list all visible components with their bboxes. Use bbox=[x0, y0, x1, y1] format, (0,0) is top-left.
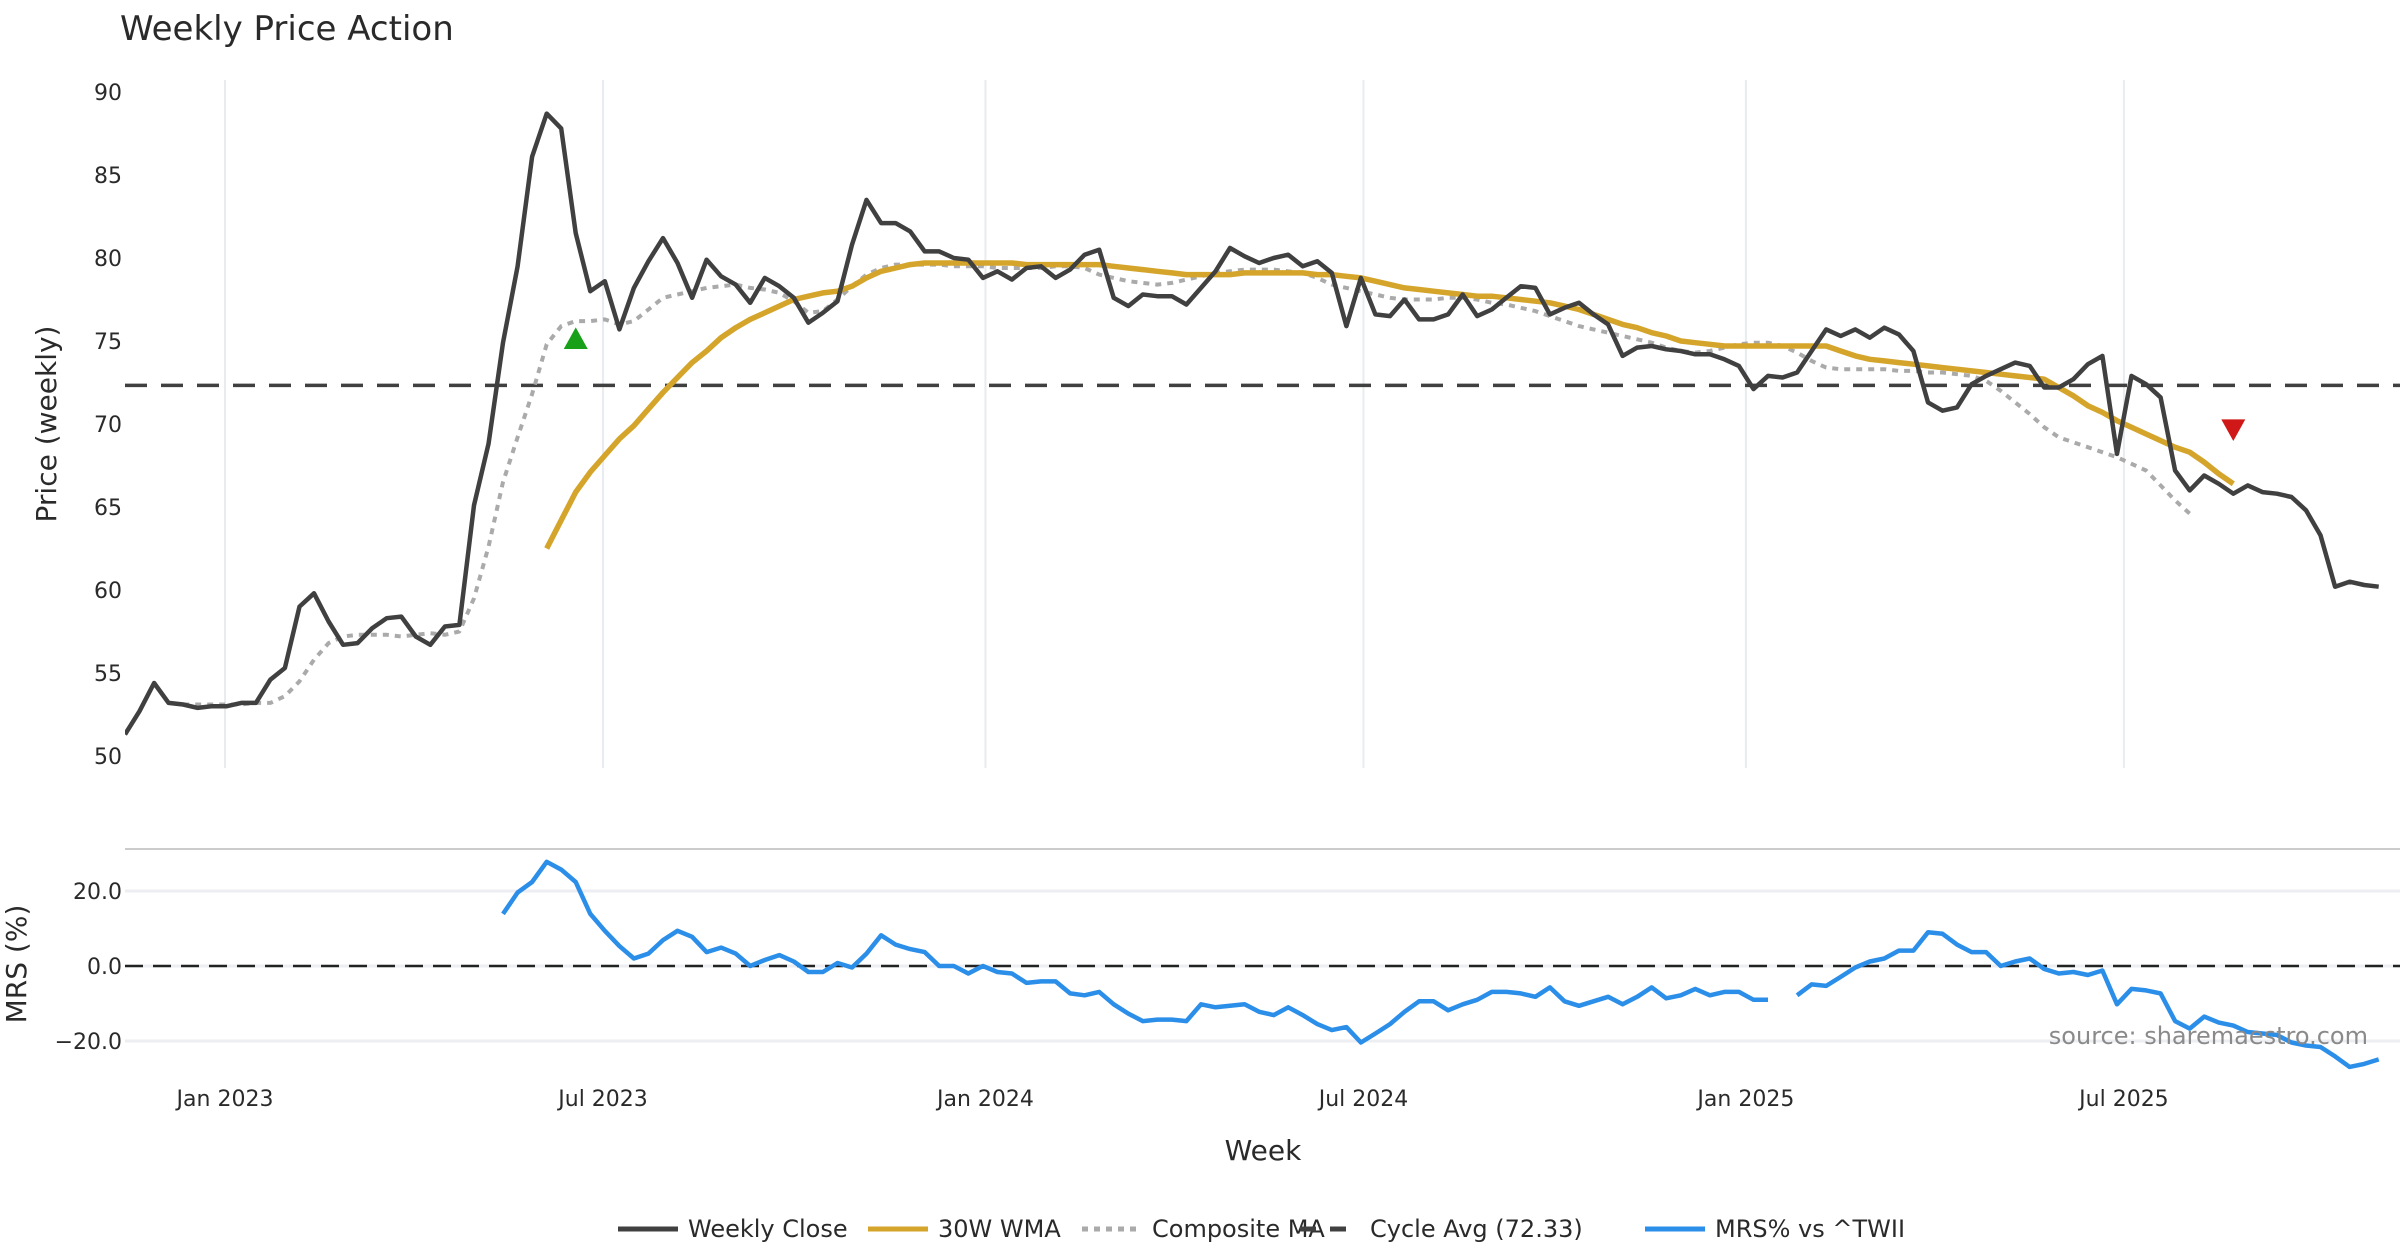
price-y-tick-label: 55 bbox=[94, 662, 122, 687]
mrs-y-tick-label: 0.0 bbox=[87, 955, 122, 980]
legend-label: Cycle Avg (72.33) bbox=[1370, 1215, 1583, 1243]
price-gridlines bbox=[224, 80, 2125, 768]
legend: Weekly Close 30W WMA Composite MA Cycle Avg… bbox=[618, 1215, 1905, 1243]
wma-30w-line bbox=[544, 260, 2235, 550]
x-axis-label: Week bbox=[1225, 1134, 1302, 1167]
x-ticks: Jan 2023 Jul 2023 Jan 2024 Jul 2024 Jan 2025… bbox=[175, 1087, 2169, 1112]
mrs-line bbox=[501, 859, 2380, 1070]
source-note: source: sharemaestro.com bbox=[2049, 1022, 2368, 1050]
mrs-series bbox=[501, 859, 2380, 1070]
mrs-y-tick-label: 20.0 bbox=[73, 880, 122, 905]
legend-item: Cycle Avg (72.33) bbox=[1300, 1215, 1583, 1243]
legend-item: Composite MA bbox=[1082, 1215, 1325, 1243]
price-y-tick-label: 65 bbox=[94, 496, 122, 521]
buy-signal-marker bbox=[563, 327, 588, 349]
price-y-tick-label: 90 bbox=[94, 81, 122, 106]
x-tick-label: Jul 2024 bbox=[1317, 1087, 1409, 1112]
price-y-tick-label: 85 bbox=[94, 164, 122, 189]
signal-markers bbox=[563, 327, 2246, 441]
weekly-close-line bbox=[125, 111, 2379, 736]
price-series bbox=[125, 111, 2379, 736]
x-tick-label: Jul 2025 bbox=[2077, 1087, 2169, 1112]
legend-label: Weekly Close bbox=[688, 1215, 848, 1243]
legend-item: MRS% vs ^TWII bbox=[1645, 1215, 1905, 1243]
legend-label: MRS% vs ^TWII bbox=[1715, 1215, 1905, 1243]
composite-ma-line bbox=[183, 262, 2192, 707]
legend-item: Weekly Close bbox=[618, 1215, 848, 1243]
mrs-y-ticks: 20.0 0.0 −20.0 bbox=[55, 880, 122, 1055]
x-tick-label: Jul 2023 bbox=[556, 1087, 648, 1112]
price-y-tick-label: 60 bbox=[94, 579, 122, 604]
price-y-axis-label: Price (weekly) bbox=[30, 326, 63, 523]
legend-label: 30W WMA bbox=[938, 1215, 1061, 1243]
price-y-tick-label: 80 bbox=[94, 247, 122, 272]
x-tick-label: Jan 2024 bbox=[935, 1087, 1034, 1112]
mrs-y-tick-label: −20.0 bbox=[55, 1030, 122, 1055]
price-y-tick-label: 70 bbox=[94, 413, 122, 438]
x-tick-label: Jan 2023 bbox=[175, 1087, 274, 1112]
legend-item: 30W WMA bbox=[868, 1215, 1061, 1243]
mrs-y-axis-label: MRS (%) bbox=[0, 905, 33, 1024]
price-y-tick-label: 75 bbox=[94, 330, 122, 355]
legend-label: Composite MA bbox=[1152, 1215, 1325, 1243]
x-tick-label: Jan 2025 bbox=[1695, 1087, 1794, 1112]
price-y-tick-label: 50 bbox=[94, 745, 122, 770]
chart-title: Weekly Price Action bbox=[120, 9, 454, 49]
sell-signal-marker bbox=[2221, 419, 2246, 441]
price-y-ticks: 50 55 60 65 70 75 80 85 90 bbox=[94, 81, 122, 770]
